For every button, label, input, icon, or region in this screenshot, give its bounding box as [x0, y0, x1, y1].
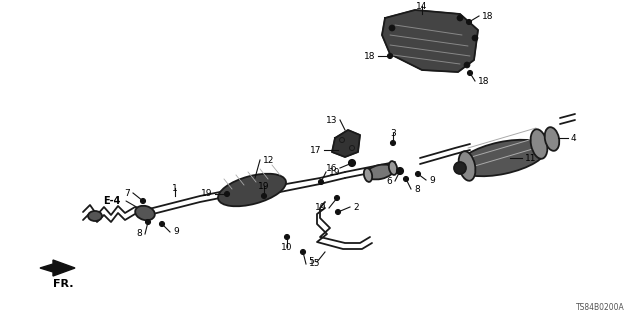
Circle shape — [335, 196, 339, 201]
Text: 8: 8 — [136, 229, 142, 238]
Text: 19: 19 — [259, 181, 269, 190]
Circle shape — [145, 220, 150, 225]
Ellipse shape — [459, 151, 476, 181]
Polygon shape — [332, 130, 360, 157]
Circle shape — [262, 194, 266, 198]
Text: 18: 18 — [478, 76, 490, 85]
Polygon shape — [382, 10, 478, 72]
Text: 3: 3 — [390, 129, 396, 138]
Text: 18: 18 — [364, 52, 375, 60]
Text: 1: 1 — [172, 183, 178, 193]
Text: 13: 13 — [326, 116, 337, 124]
Circle shape — [285, 235, 289, 239]
Circle shape — [319, 180, 323, 185]
Circle shape — [387, 53, 392, 59]
Circle shape — [467, 20, 472, 25]
Text: 5: 5 — [308, 258, 314, 267]
Circle shape — [464, 62, 470, 68]
Text: 19: 19 — [314, 204, 326, 212]
Circle shape — [472, 35, 478, 41]
Text: 9: 9 — [173, 228, 179, 236]
Text: 17: 17 — [310, 146, 321, 155]
Ellipse shape — [366, 164, 394, 180]
Circle shape — [141, 198, 145, 204]
Circle shape — [225, 191, 230, 196]
Text: 8: 8 — [414, 185, 420, 194]
Ellipse shape — [458, 140, 546, 176]
Circle shape — [389, 25, 395, 31]
Circle shape — [467, 70, 472, 76]
Text: 9: 9 — [429, 175, 435, 185]
Text: 15: 15 — [309, 260, 321, 268]
Text: FR.: FR. — [52, 279, 73, 289]
Text: 2: 2 — [353, 203, 358, 212]
Circle shape — [335, 210, 340, 214]
Ellipse shape — [531, 129, 547, 159]
Ellipse shape — [545, 127, 559, 151]
Polygon shape — [40, 260, 75, 276]
Ellipse shape — [135, 206, 155, 220]
Text: 11: 11 — [525, 154, 536, 163]
Circle shape — [403, 177, 408, 181]
Text: TS84B0200A: TS84B0200A — [576, 303, 625, 312]
Text: 14: 14 — [416, 2, 428, 11]
Ellipse shape — [364, 168, 372, 182]
Text: 10: 10 — [281, 243, 292, 252]
Circle shape — [349, 159, 355, 166]
Text: 19: 19 — [200, 189, 212, 198]
Text: 7: 7 — [124, 188, 130, 197]
Text: E-4: E-4 — [103, 196, 121, 206]
Text: 18: 18 — [482, 12, 493, 20]
Circle shape — [397, 167, 403, 174]
Circle shape — [301, 250, 305, 254]
Text: 4: 4 — [571, 133, 577, 142]
Ellipse shape — [218, 174, 286, 206]
Circle shape — [454, 162, 466, 174]
Text: 6: 6 — [387, 177, 392, 186]
Ellipse shape — [389, 161, 397, 175]
Circle shape — [457, 15, 463, 21]
Circle shape — [159, 221, 164, 227]
Circle shape — [415, 172, 420, 177]
Ellipse shape — [88, 211, 102, 221]
Text: 16: 16 — [326, 164, 337, 172]
Text: 19: 19 — [329, 167, 340, 177]
Text: 12: 12 — [263, 156, 275, 164]
Circle shape — [390, 140, 396, 146]
